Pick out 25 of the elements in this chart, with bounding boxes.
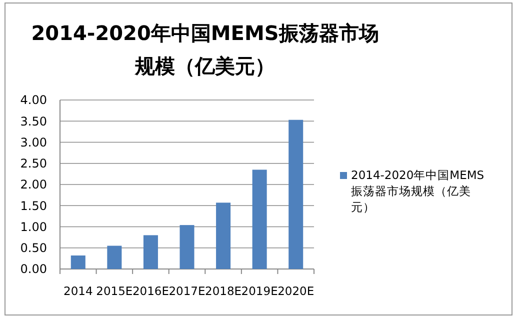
x-tick-label: 2017E [168,284,206,298]
y-tick-label: 0.00 [20,262,47,276]
y-tick-label: 4.00 [20,93,47,108]
bar [180,225,194,269]
y-tick-label: 2.50 [20,156,47,171]
x-tick-label: 2016E [132,284,169,298]
chart-title: 2014-2020年中国MEMS振荡器市场规模（亿美元） [31,21,379,78]
bar [143,235,158,269]
bar [107,246,122,269]
y-tick-label: 3.00 [20,135,47,150]
x-tick-label: 2019E [241,284,278,298]
x-tick-label: 2015E [96,284,133,298]
y-tick-label: 1.00 [20,220,47,234]
x-tick-label: 2014 [64,284,93,298]
y-tick-label: 1.50 [20,198,47,213]
x-tick-label: 2020E [278,284,314,298]
legend-label: 2014-2020年中国MEMS振荡器市场规模（亿美元） [351,168,484,214]
bar [70,255,86,269]
bar [252,170,267,269]
y-tick-label: 0.50 [20,241,47,256]
y-tick-label: 3.50 [20,114,47,128]
bar [288,120,304,269]
x-tick-label: 2018E [205,284,242,298]
bar [216,202,231,269]
y-tick-label: 2.00 [20,178,47,192]
